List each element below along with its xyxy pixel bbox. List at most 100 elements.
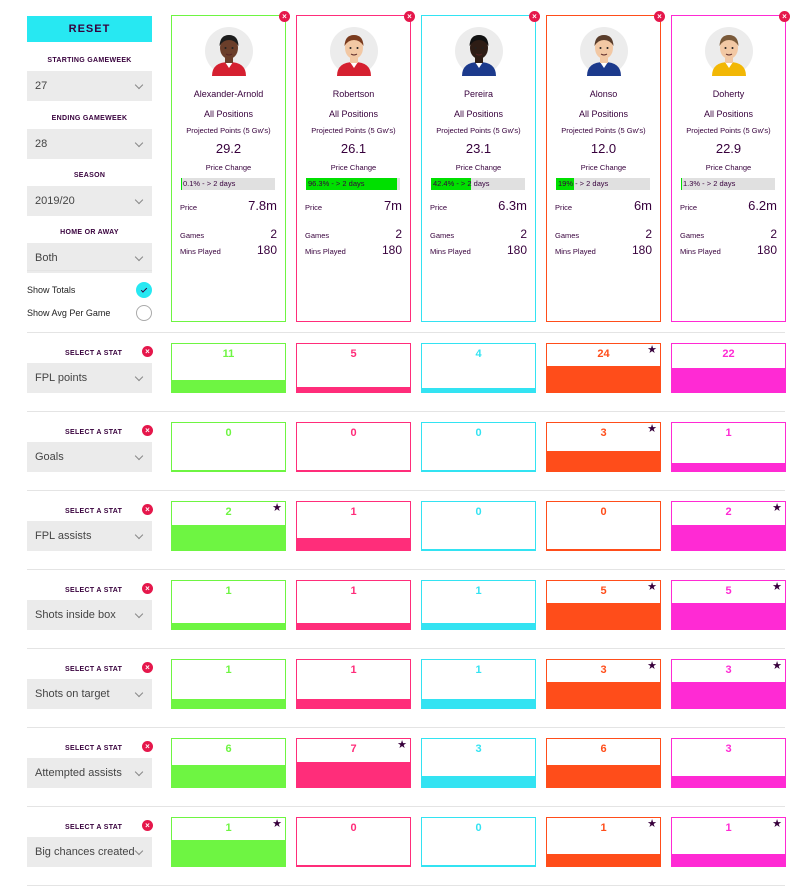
- stat-value: 1: [725, 822, 732, 834]
- stat-value: 4: [475, 348, 482, 360]
- remove-stat-icon[interactable]: ×: [142, 662, 153, 673]
- projected-points-label: Projected Points (5 Gw's): [561, 126, 646, 135]
- price-change-bar: 1.3% - > 2 days: [681, 178, 775, 190]
- price-label: Price: [680, 203, 698, 212]
- mins-row: Mins Played 180: [680, 243, 777, 257]
- player-name: Robertson: [332, 89, 375, 99]
- stat-bar-fill: [422, 864, 535, 866]
- season-select[interactable]: 2019/20: [27, 186, 152, 216]
- chevron-down-icon: [134, 195, 144, 204]
- price-row: Price 7.8m: [180, 198, 277, 213]
- remove-stat-icon[interactable]: ×: [142, 741, 153, 752]
- projected-points-label: Projected Points (5 Gw's): [686, 126, 771, 135]
- stat-value-box: 4: [421, 343, 536, 393]
- row-divider: [27, 490, 785, 491]
- select-stat-label: SELECT A STAT: [65, 824, 123, 831]
- stat-value: 24: [597, 348, 610, 360]
- select-stat-label: SELECT A STAT: [65, 429, 123, 436]
- stat-bar-fill: [297, 699, 410, 708]
- stat-value-box: 1: [421, 580, 536, 630]
- price-change-text: 0.1% - > 2 days: [183, 179, 236, 188]
- stat-value: 1: [600, 822, 607, 834]
- stat-value-box: 0: [421, 817, 536, 867]
- price-change-label: Price Change: [455, 163, 502, 172]
- remove-player-icon[interactable]: ×: [404, 11, 415, 22]
- show-totals-radio[interactable]: [136, 282, 152, 298]
- star-icon: ★: [647, 423, 657, 435]
- remove-stat-icon[interactable]: ×: [142, 583, 153, 594]
- player-card: × Alonso All Positions Projected Points (5 …: [546, 11, 665, 322]
- stat-value: 3: [725, 664, 732, 676]
- stat-bar-fill: [547, 450, 660, 471]
- remove-player-icon[interactable]: ×: [779, 11, 790, 22]
- price-label: Price: [305, 203, 323, 212]
- remove-player-icon[interactable]: ×: [529, 11, 540, 22]
- mins-value: 180: [506, 243, 527, 257]
- stat-value-box: 3: [421, 738, 536, 788]
- stat-select-value: Goals: [35, 451, 64, 463]
- mins-value: 180: [756, 243, 777, 257]
- row-divider: [27, 569, 785, 570]
- games-value: 2: [270, 227, 277, 241]
- stat-value-box: 2 ★: [171, 501, 286, 551]
- price-value: 6m: [633, 198, 652, 213]
- stat-select[interactable]: Big chances created: [27, 837, 152, 867]
- show-totals-toggle[interactable]: Show Totals: [27, 282, 152, 298]
- stat-select[interactable]: Attempted assists: [27, 758, 152, 788]
- stat-bar-fill: [297, 469, 410, 471]
- price-change-fill: [681, 178, 683, 190]
- home-away-select[interactable]: Both: [27, 243, 152, 273]
- stat-bar-fill: [172, 525, 285, 550]
- stat-select-value: Attempted assists: [35, 767, 122, 779]
- row-divider: [27, 648, 785, 649]
- stat-value-box: 7 ★: [296, 738, 411, 788]
- price-value: 7m: [383, 198, 402, 213]
- select-stat-label: SELECT A STAT: [65, 666, 123, 673]
- stat-bar-fill: [422, 623, 535, 629]
- starting-gameweek-select[interactable]: 27: [27, 71, 152, 101]
- starting-gameweek-label: STARTING GAMEWEEK: [47, 57, 132, 64]
- player-avatar: [454, 26, 504, 76]
- stat-value-box: 5 ★: [671, 580, 786, 630]
- remove-stat-icon[interactable]: ×: [142, 425, 153, 436]
- player-avatar: [329, 26, 379, 76]
- price-value: 6.2m: [748, 198, 777, 213]
- stat-value: 22: [722, 348, 735, 360]
- show-avg-radio[interactable]: [136, 305, 152, 321]
- mins-label: Mins Played: [555, 247, 596, 256]
- player-position: All Positions: [578, 109, 629, 119]
- remove-player-icon[interactable]: ×: [654, 11, 665, 22]
- stat-value-box: 3 ★: [546, 422, 661, 472]
- stat-select[interactable]: Shots inside box: [27, 600, 152, 630]
- stat-select[interactable]: Shots on target: [27, 679, 152, 709]
- reset-button[interactable]: RESET: [27, 16, 152, 42]
- games-value: 2: [770, 227, 777, 241]
- player-position: All Positions: [703, 109, 754, 119]
- star-icon: ★: [772, 660, 782, 672]
- player-avatar: [704, 26, 754, 76]
- stat-select[interactable]: FPL points: [27, 363, 152, 393]
- price-row: Price 7m: [305, 198, 402, 213]
- stat-value-box: 1: [296, 580, 411, 630]
- stat-value-box: 6: [546, 738, 661, 788]
- stat-bar-fill: [672, 463, 785, 471]
- price-label: Price: [555, 203, 573, 212]
- stat-bar-fill: [547, 365, 660, 392]
- projected-points-value: 22.9: [715, 141, 742, 156]
- remove-player-icon[interactable]: ×: [279, 11, 290, 22]
- ending-gameweek-value: 28: [35, 138, 48, 150]
- remove-stat-icon[interactable]: ×: [142, 504, 153, 515]
- select-stat-label: SELECT A STAT: [65, 508, 123, 515]
- stat-select[interactable]: FPL assists: [27, 521, 152, 551]
- stat-bar-fill: [672, 602, 785, 629]
- season-value: 2019/20: [35, 195, 75, 207]
- projected-points-label: Projected Points (5 Gw's): [436, 126, 521, 135]
- stat-select[interactable]: Goals: [27, 442, 152, 472]
- remove-stat-icon[interactable]: ×: [142, 346, 153, 357]
- ending-gameweek-select[interactable]: 28: [27, 129, 152, 159]
- stat-value: 5: [725, 585, 732, 597]
- show-avg-toggle[interactable]: Show Avg Per Game: [27, 305, 152, 321]
- stat-select-value: Shots inside box: [35, 609, 116, 621]
- stat-value: 3: [600, 664, 607, 676]
- remove-stat-icon[interactable]: ×: [142, 820, 153, 831]
